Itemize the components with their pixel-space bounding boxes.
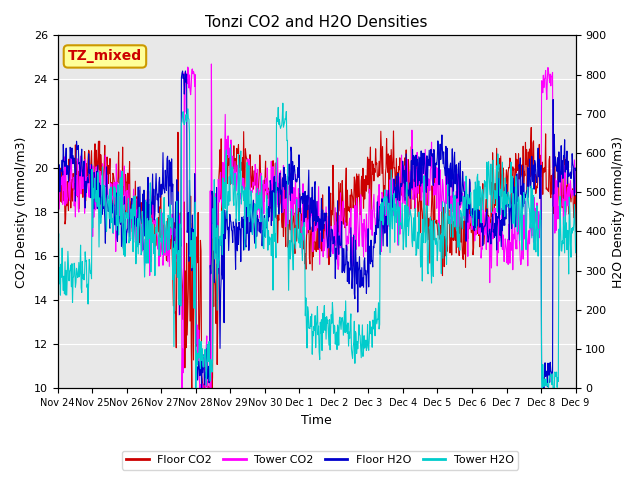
- Y-axis label: H2O Density (mmol/m3): H2O Density (mmol/m3): [612, 136, 625, 288]
- Tower H2O: [189, 259, 196, 264]
- Floor CO2: [188, 385, 196, 391]
- Line: Floor CO2: Floor CO2: [58, 128, 575, 388]
- Line: Floor H2O: Floor H2O: [58, 71, 575, 388]
- Floor H2O: [189, 257, 196, 263]
- Tower CO2: [207, 61, 215, 67]
- Floor H2O: [182, 68, 189, 74]
- Tower CO2: [276, 172, 284, 178]
- Floor CO2: [110, 177, 118, 182]
- Floor H2O: [54, 120, 61, 125]
- Tower H2O: [502, 201, 509, 207]
- Text: TZ_mixed: TZ_mixed: [68, 49, 142, 63]
- Floor H2O: [445, 166, 452, 172]
- Y-axis label: CO2 Density (mmol/m3): CO2 Density (mmol/m3): [15, 136, 28, 288]
- Tower CO2: [178, 385, 186, 391]
- Floor CO2: [276, 202, 284, 208]
- Floor CO2: [572, 228, 579, 234]
- Floor CO2: [502, 184, 509, 190]
- Floor CO2: [527, 125, 535, 131]
- Tower CO2: [54, 171, 61, 177]
- X-axis label: Time: Time: [301, 414, 332, 427]
- Tower CO2: [110, 180, 118, 185]
- Floor CO2: [54, 189, 61, 195]
- Floor CO2: [444, 213, 452, 219]
- Floor CO2: [423, 180, 431, 185]
- Floor H2O: [198, 385, 205, 391]
- Floor CO2: [189, 288, 196, 294]
- Tower H2O: [424, 268, 431, 274]
- Tower CO2: [424, 185, 431, 191]
- Floor H2O: [276, 170, 284, 176]
- Floor H2O: [110, 203, 118, 208]
- Legend: Floor CO2, Tower CO2, Floor H2O, Tower H2O: Floor CO2, Tower CO2, Floor H2O, Tower H…: [122, 451, 518, 469]
- Tower H2O: [110, 184, 118, 190]
- Title: Tonzi CO2 and H2O Densities: Tonzi CO2 and H2O Densities: [205, 15, 428, 30]
- Tower H2O: [192, 385, 200, 391]
- Floor H2O: [572, 167, 579, 173]
- Line: Tower H2O: Tower H2O: [58, 103, 575, 388]
- Tower H2O: [279, 100, 287, 106]
- Tower CO2: [445, 204, 452, 210]
- Tower H2O: [276, 117, 284, 122]
- Tower H2O: [572, 250, 579, 256]
- Tower H2O: [54, 252, 61, 257]
- Tower CO2: [189, 71, 196, 77]
- Tower CO2: [572, 190, 579, 196]
- Tower H2O: [445, 221, 452, 227]
- Floor H2O: [502, 216, 509, 222]
- Floor H2O: [424, 183, 431, 189]
- Line: Tower CO2: Tower CO2: [58, 64, 575, 388]
- Tower CO2: [502, 243, 509, 249]
